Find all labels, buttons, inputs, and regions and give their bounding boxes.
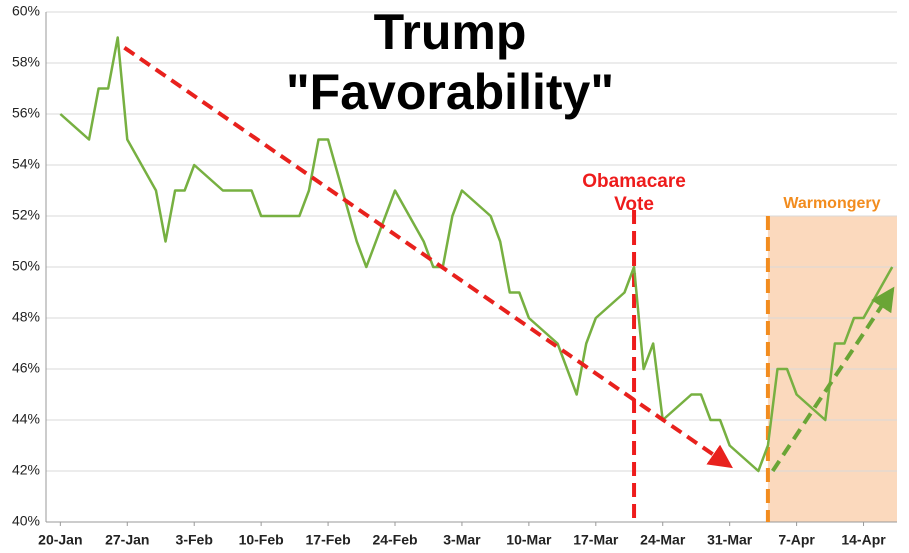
y-tick-label: 46% (12, 360, 40, 376)
x-tick-label: 10-Feb (239, 532, 284, 548)
annotation-label: Vote (614, 194, 654, 215)
data-line (59, 36, 894, 473)
y-tick-label: 60% (12, 3, 40, 19)
chart-title: "Favorability" (286, 64, 614, 120)
y-tick-label: 50% (12, 258, 40, 274)
x-tick-label: 7-Apr (778, 532, 815, 548)
trend-arrow (771, 286, 895, 473)
x-tick-label: 24-Feb (372, 532, 417, 548)
chart-title: Trump (374, 4, 527, 60)
x-tick-label: 10-Mar (506, 532, 552, 548)
x-tick-label: 14-Apr (841, 532, 886, 548)
annotation-label: Obamacare (582, 171, 686, 192)
x-tick-label: 27-Jan (105, 532, 149, 548)
x-tick-label: 3-Mar (443, 532, 481, 548)
x-tick-label: 17-Mar (573, 532, 619, 548)
x-tick-label: 3-Feb (176, 532, 213, 548)
y-tick-label: 42% (12, 462, 40, 478)
x-tick-label: 17-Feb (306, 532, 351, 548)
y-tick-label: 40% (12, 513, 40, 529)
y-tick-label: 54% (12, 156, 40, 172)
y-tick-label: 48% (12, 309, 40, 325)
y-tick-label: 52% (12, 207, 40, 223)
y-tick-label: 58% (12, 54, 40, 70)
y-tick-label: 56% (12, 105, 40, 121)
x-tick-label: 24-Mar (640, 532, 686, 548)
x-tick-label: 31-Mar (707, 532, 753, 548)
y-tick-label: 44% (12, 411, 40, 427)
x-tick-label: 20-Jan (38, 532, 82, 548)
annotation-label: Warmongery (783, 195, 880, 212)
trend-arrow (123, 46, 733, 469)
